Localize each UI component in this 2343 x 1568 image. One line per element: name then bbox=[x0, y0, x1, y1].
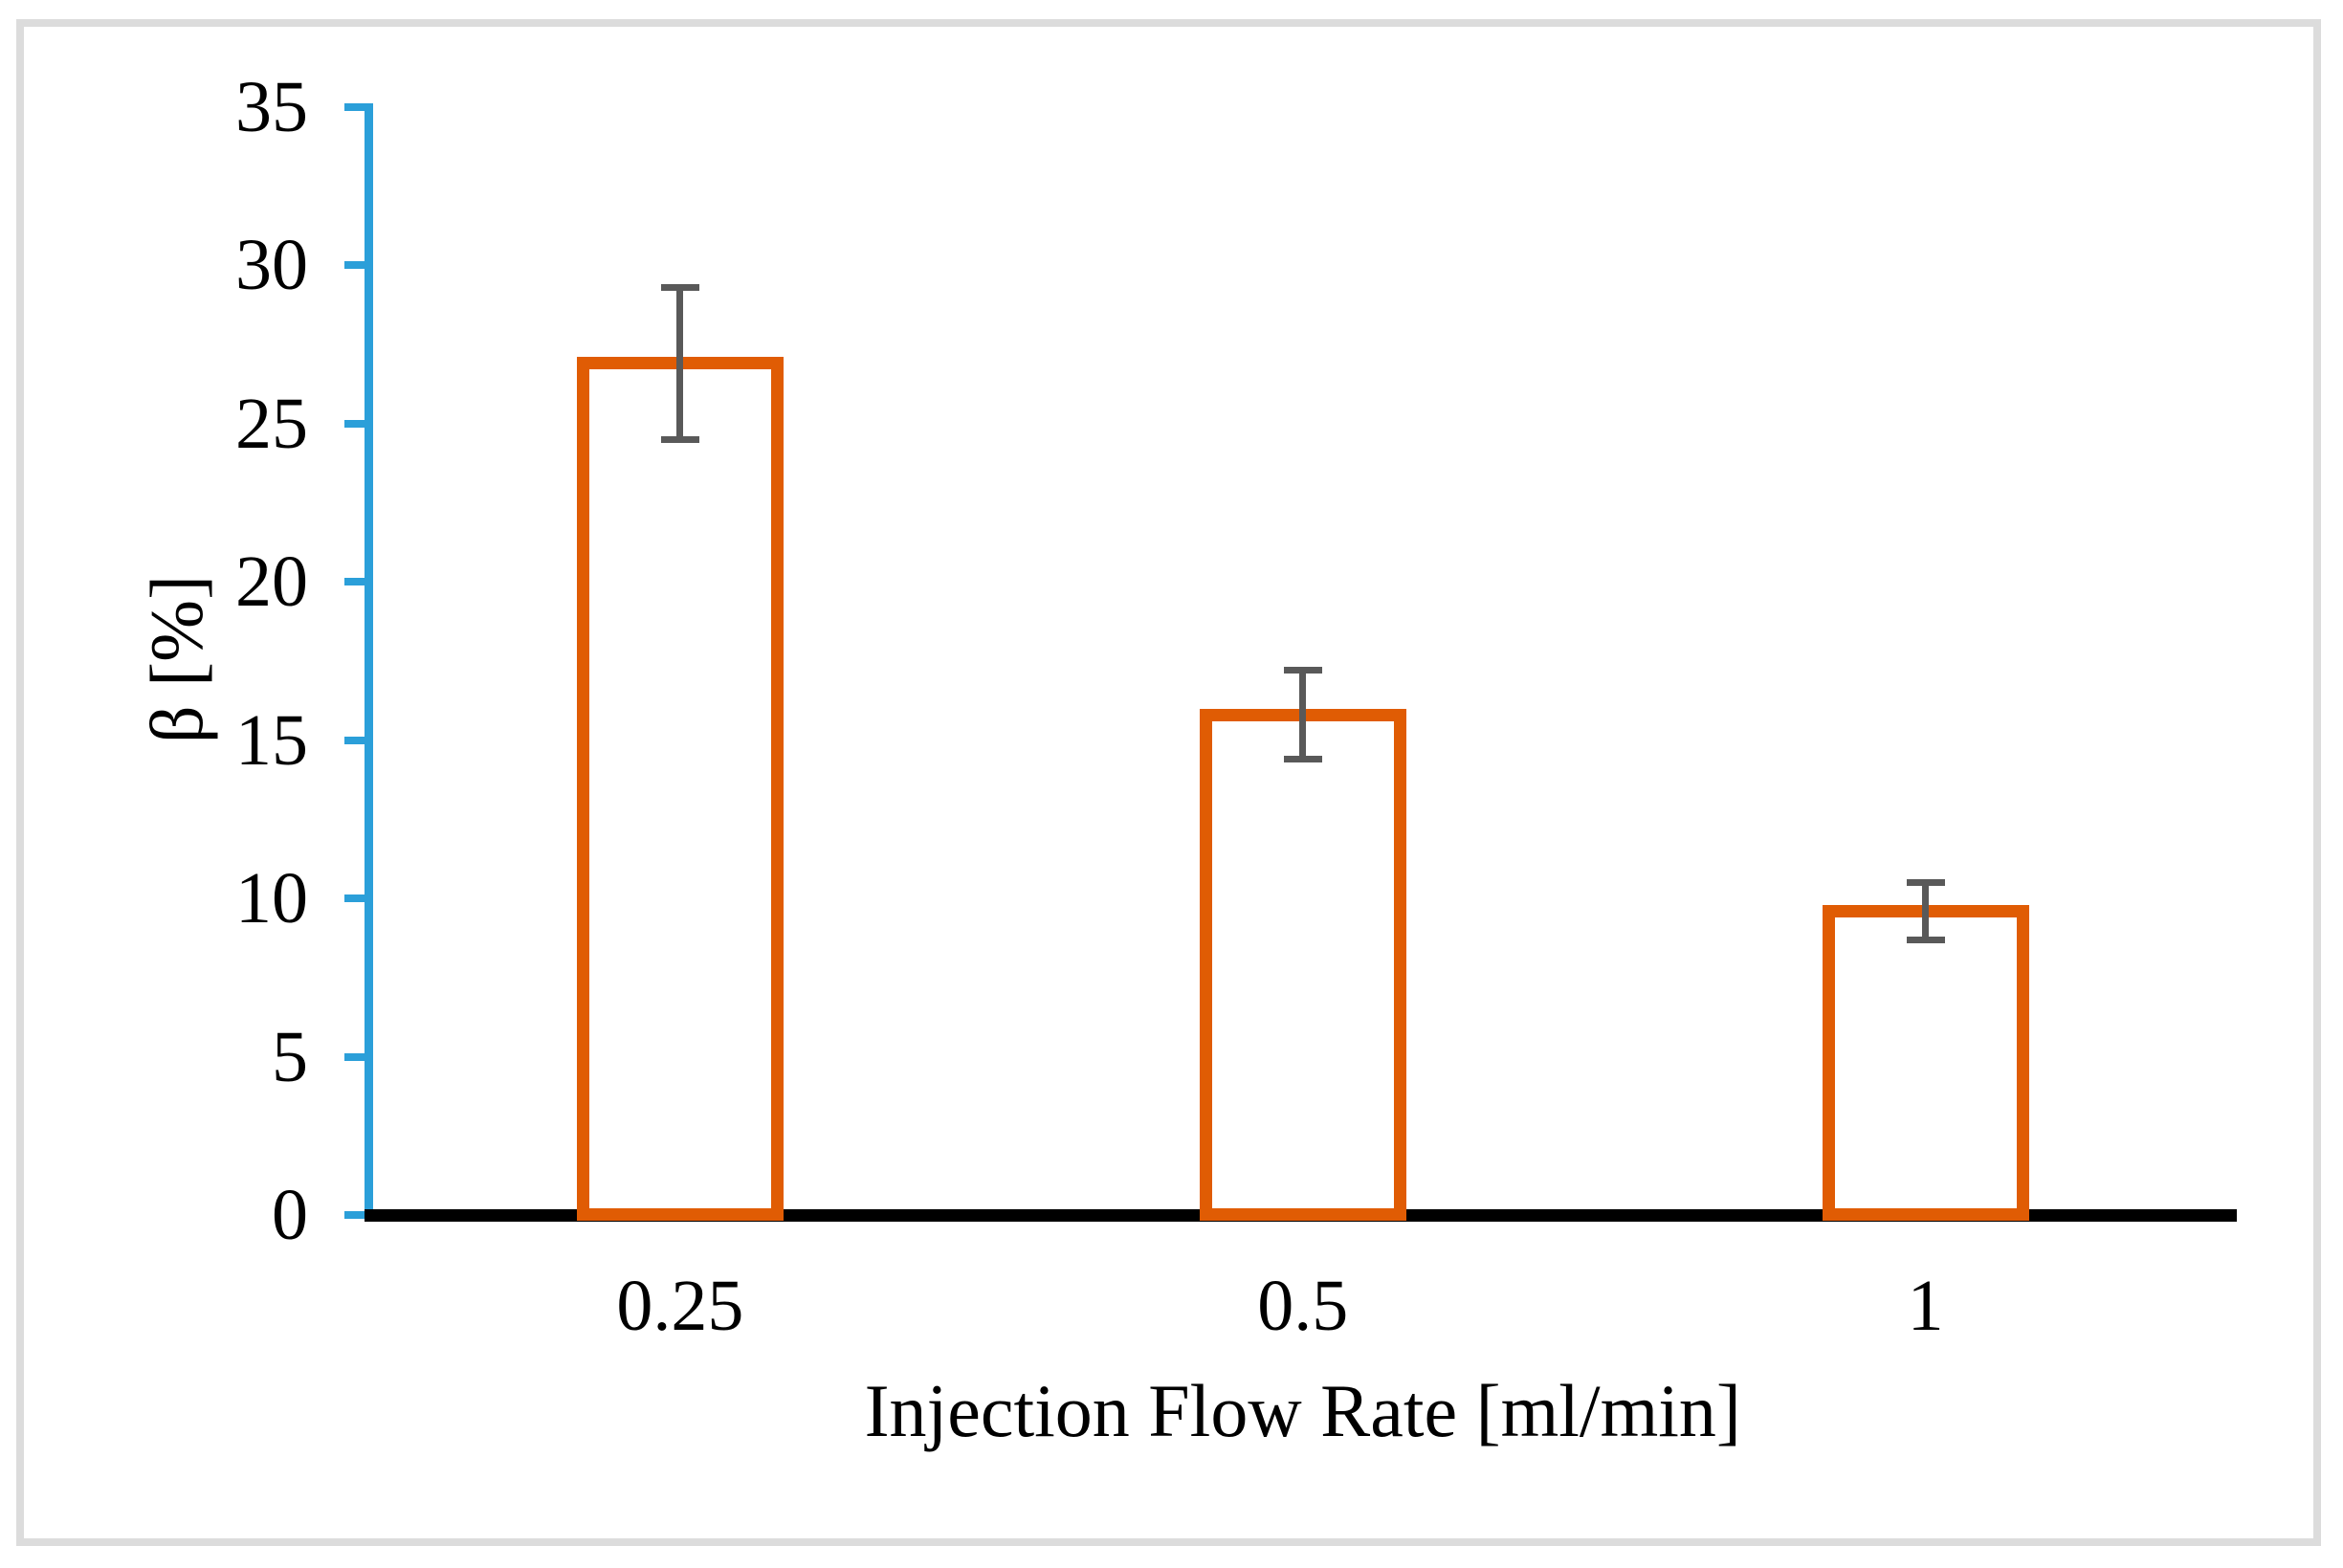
x-tick-label-0.25: 0.25 bbox=[616, 1266, 744, 1346]
error-bar-bottom-cap-0.5 bbox=[1283, 756, 1322, 763]
bar-0.5 bbox=[1199, 708, 1406, 1221]
x-tick-label-0.5: 0.5 bbox=[1257, 1266, 1349, 1346]
error-bar-line-1 bbox=[1922, 882, 1930, 940]
y-tick-label-30: 30 bbox=[235, 225, 308, 306]
error-bar-bottom-cap-1 bbox=[1906, 936, 1945, 943]
x-axis-title: Injection Flow Rate [ml/min] bbox=[864, 1369, 1741, 1452]
y-tick-label-25: 25 bbox=[235, 383, 308, 464]
y-tick-35 bbox=[344, 103, 365, 111]
y-tick-15 bbox=[344, 736, 365, 744]
y-tick-5 bbox=[344, 1052, 365, 1061]
y-tick-label-35: 35 bbox=[235, 67, 308, 147]
y-tick-label-20: 20 bbox=[235, 541, 308, 623]
y-tick-20 bbox=[344, 578, 365, 586]
bar-0.25 bbox=[576, 357, 784, 1221]
y-axis-line bbox=[365, 103, 373, 1221]
y-axis-title: β [%] bbox=[135, 574, 218, 744]
y-tick-30 bbox=[344, 261, 365, 270]
error-bar-top-cap-1 bbox=[1906, 879, 1945, 887]
error-bar-line-0.5 bbox=[1299, 670, 1307, 760]
figure-border bbox=[16, 19, 2321, 1546]
y-tick-25 bbox=[344, 419, 365, 428]
bar-1 bbox=[1822, 904, 2029, 1221]
y-tick-label-10: 10 bbox=[235, 858, 308, 939]
y-tick-label-5: 5 bbox=[272, 1016, 308, 1097]
error-bar-line-0.25 bbox=[676, 287, 684, 440]
x-tick-label-1: 1 bbox=[1907, 1266, 1944, 1346]
y-tick-10 bbox=[344, 894, 365, 903]
error-bar-bottom-cap-0.25 bbox=[660, 435, 699, 443]
y-tick-label-15: 15 bbox=[235, 699, 308, 781]
y-tick-0 bbox=[344, 1211, 365, 1219]
error-bar-top-cap-0.5 bbox=[1283, 667, 1322, 674]
y-tick-label-0: 0 bbox=[272, 1175, 308, 1255]
error-bar-top-cap-0.25 bbox=[660, 284, 699, 292]
